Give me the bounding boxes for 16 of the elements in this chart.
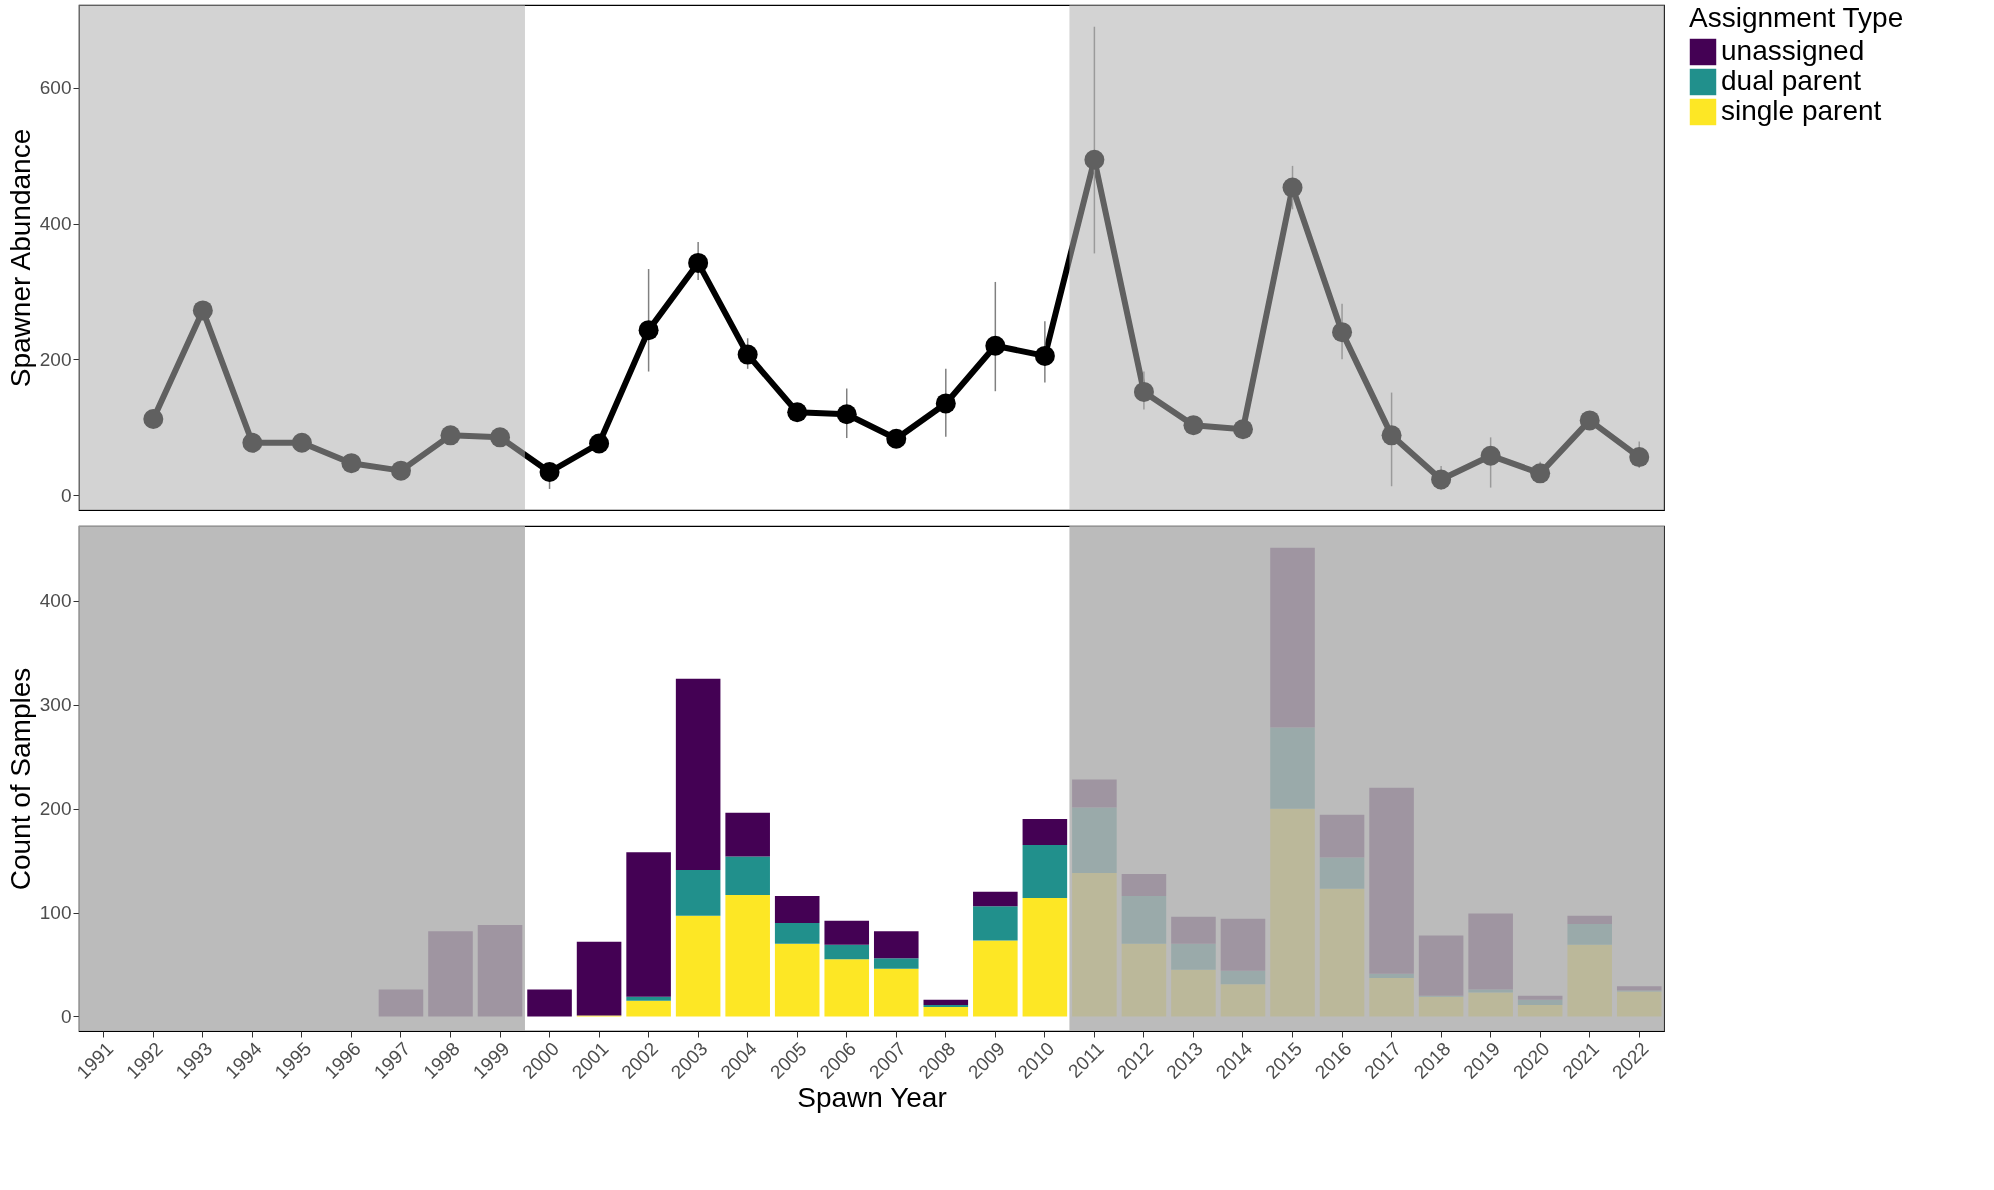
y-tick-label: 0	[60, 484, 72, 506]
y-tick-label: 400	[39, 213, 72, 235]
legend-title: Assignment Type	[1689, 2, 1904, 33]
y-tick-label: 0	[60, 1005, 72, 1027]
y-axis-title: Count of Samples	[4, 667, 36, 891]
y-tick-label: 300	[39, 694, 72, 716]
y-tick-label: 200	[39, 798, 72, 820]
y-tick-label: 200	[39, 348, 72, 370]
y-tick-label: 600	[39, 77, 72, 99]
legend-label: dual parent	[1721, 65, 1862, 96]
y-tick-label: 400	[39, 590, 72, 612]
y-axis-title: Spawner Abundance	[4, 128, 36, 388]
y-tick-label: 100	[39, 902, 72, 924]
legend-label: single parent	[1721, 95, 1882, 126]
x-axis-title: Spawn Year	[797, 1081, 947, 1113]
legend-label: unassigned	[1721, 35, 1865, 66]
